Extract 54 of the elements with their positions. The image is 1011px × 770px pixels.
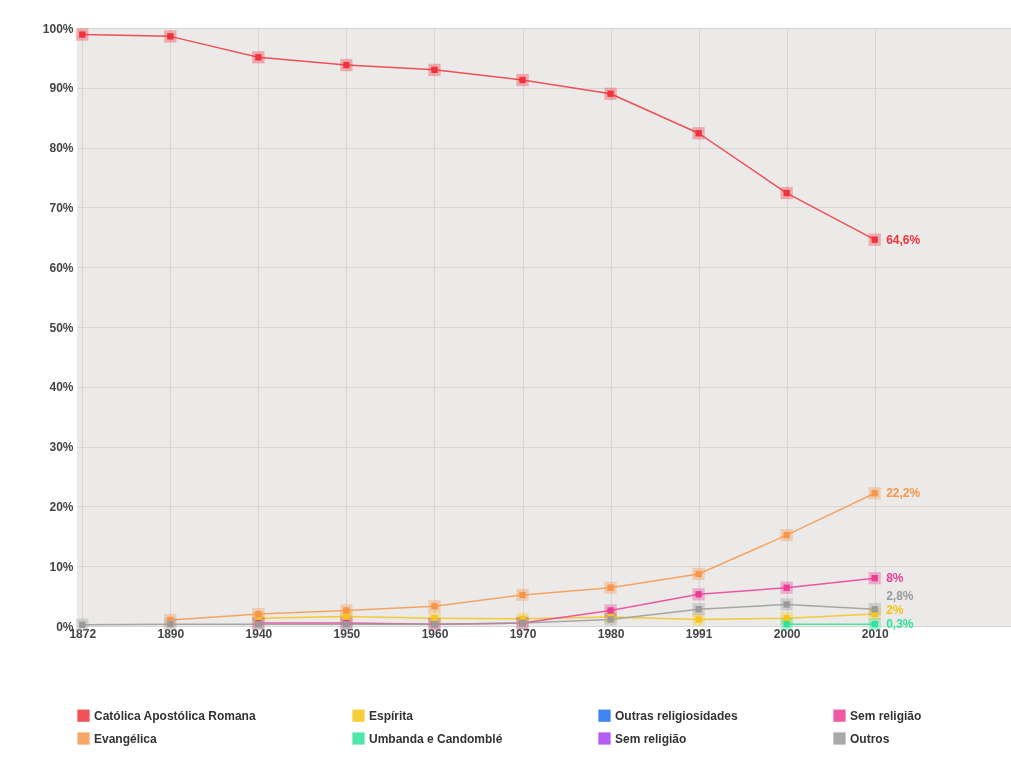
point (604, 87, 617, 100)
point (428, 600, 441, 613)
y-tick-label: 60% (49, 260, 74, 275)
data-label: 8% (886, 571, 904, 586)
x-tick-label: 1960 (421, 626, 449, 641)
point (780, 186, 793, 200)
x-tick-label: 1991 (685, 626, 713, 641)
x-tick-label: 1980 (597, 626, 625, 641)
point (516, 73, 529, 87)
y-tick-label: 30% (49, 440, 74, 455)
point (76, 28, 89, 41)
point (604, 581, 617, 594)
x-tick-label: 1890 (157, 626, 185, 641)
point (780, 581, 793, 594)
point (340, 58, 353, 72)
point (252, 51, 265, 64)
legend-label: Sem religião (850, 708, 922, 723)
point (692, 588, 705, 601)
x-tick-label: 1940 (245, 626, 273, 641)
data-label: 2,8% (886, 589, 914, 604)
point (692, 567, 705, 581)
y-tick-label: 90% (49, 81, 74, 96)
y-tick-label: 70% (49, 200, 74, 215)
point (428, 63, 441, 76)
y-tick-label: 40% (49, 380, 74, 395)
y-tick-label: 100% (42, 21, 74, 36)
point (516, 588, 529, 602)
point (340, 604, 353, 617)
y-tick-label: 10% (49, 559, 74, 574)
data-label: 2% (886, 603, 904, 618)
point (692, 603, 705, 616)
x-tick-label: 2000 (773, 626, 801, 641)
legend-label: Sem religião (615, 731, 687, 746)
y-tick-label: 20% (49, 499, 74, 514)
x-tick-label: 1970 (509, 626, 537, 641)
legend-label: Católica Apostólica Romana (94, 708, 256, 723)
data-label: 22,2% (886, 486, 921, 501)
point (868, 233, 881, 246)
point (868, 487, 881, 500)
data-label: 64,6% (886, 232, 921, 247)
point (780, 598, 793, 611)
point (868, 572, 881, 585)
y-tick-label: 50% (49, 320, 74, 335)
legend-label: Evangélica (94, 731, 158, 746)
legend-label: Outros (850, 731, 890, 746)
legend-label: Outras religiosidades (615, 708, 739, 723)
legend-label: Espírita (369, 708, 414, 723)
point (692, 127, 705, 140)
legend-label: Umbanda e Candomblé (369, 731, 503, 746)
point (780, 528, 793, 542)
point (164, 30, 177, 43)
x-tick-label: 1950 (333, 626, 361, 641)
point (692, 613, 705, 626)
y-tick-label: 80% (49, 141, 74, 156)
